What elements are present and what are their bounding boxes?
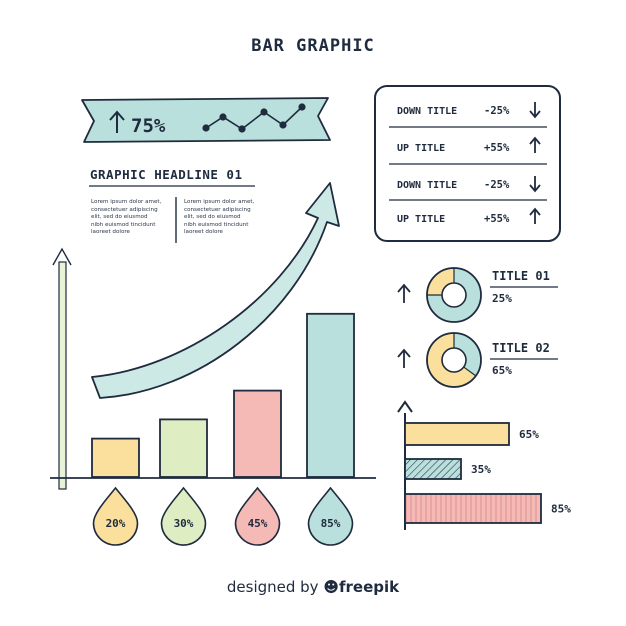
bar: [233, 389, 282, 478]
table-row-label: DOWN TITLE: [397, 106, 457, 117]
banner-percent: 75%: [131, 115, 166, 137]
donut-title: TITLE 01: [492, 269, 550, 283]
bar-value-label: 45%: [248, 517, 268, 530]
hbar-value-label: 35%: [471, 463, 491, 476]
arrow-down-icon: [529, 176, 541, 193]
arrow-up-icon: [397, 283, 411, 303]
stats-table-rows: DOWN TITLE -25% UP TITLE +55% DOWN TITLE -25%…: [397, 102, 541, 225]
graphic-headline: GRAPHIC HEADLINE 01: [90, 167, 243, 182]
body-text-left: Lorem ipsum dolor amet, consectetuer adi…: [91, 199, 162, 236]
table-row-value: +55%: [484, 213, 510, 225]
donut-value: 25%: [492, 292, 512, 305]
donut-title: TITLE 02: [492, 341, 550, 355]
bar-value-label: 20%: [106, 517, 126, 530]
credit-line: designed by ☻freepik: [0, 578, 626, 596]
page-title: BAR GRAPHIC: [251, 36, 375, 56]
hbar: [404, 422, 510, 446]
donut-chart: [426, 332, 482, 388]
donut-charts: TITLE 01 25% TITLE 02 65%: [397, 267, 558, 388]
drop-marker: [307, 486, 354, 546]
table-row-label: UP TITLE: [397, 214, 445, 225]
sparkline-icon: [202, 103, 306, 133]
bar-value-label: 85%: [321, 517, 341, 530]
credit-brand: freepik: [338, 578, 400, 596]
drop-marker: [92, 486, 139, 546]
bar: [91, 437, 140, 478]
stats-table: [374, 85, 561, 242]
credit-prefix: designed by: [226, 578, 319, 596]
table-row-value: +55%: [484, 142, 510, 154]
table-row-label: UP TITLE: [397, 143, 445, 154]
body-text-right: Lorem ipsum dolor amet, consectetuer adi…: [184, 199, 255, 236]
hbar-value-label: 85%: [551, 503, 571, 516]
bar-value-label: 30%: [174, 517, 194, 530]
freepik-logo-icon: ☻: [323, 578, 339, 596]
y-axis-arrow: [52, 247, 72, 490]
percent-banner: 75%: [81, 97, 331, 143]
growth-arrow: [91, 182, 340, 399]
arrow-up-icon: [397, 348, 411, 368]
donut-chart: [426, 267, 482, 323]
bar: [306, 312, 355, 478]
table-row-value: -25%: [484, 179, 510, 191]
up-arrow-icon: [109, 110, 125, 133]
hbar: [404, 458, 462, 480]
table-row-label: DOWN TITLE: [397, 180, 457, 191]
arrow-up-icon: [529, 207, 541, 224]
vertical-bar-series: 20% 30% 45% 85%: [91, 312, 355, 546]
table-row-value: -25%: [484, 105, 510, 117]
bar: [159, 418, 208, 478]
arrow-up-icon: [529, 136, 541, 153]
drop-marker: [234, 486, 281, 546]
arrow-down-icon: [529, 102, 541, 119]
donut-value: 65%: [492, 364, 512, 377]
horizontal-bar-series: 65% 35% 85%: [404, 422, 571, 524]
drop-marker: [160, 486, 207, 546]
hbar-value-label: 65%: [519, 428, 539, 441]
